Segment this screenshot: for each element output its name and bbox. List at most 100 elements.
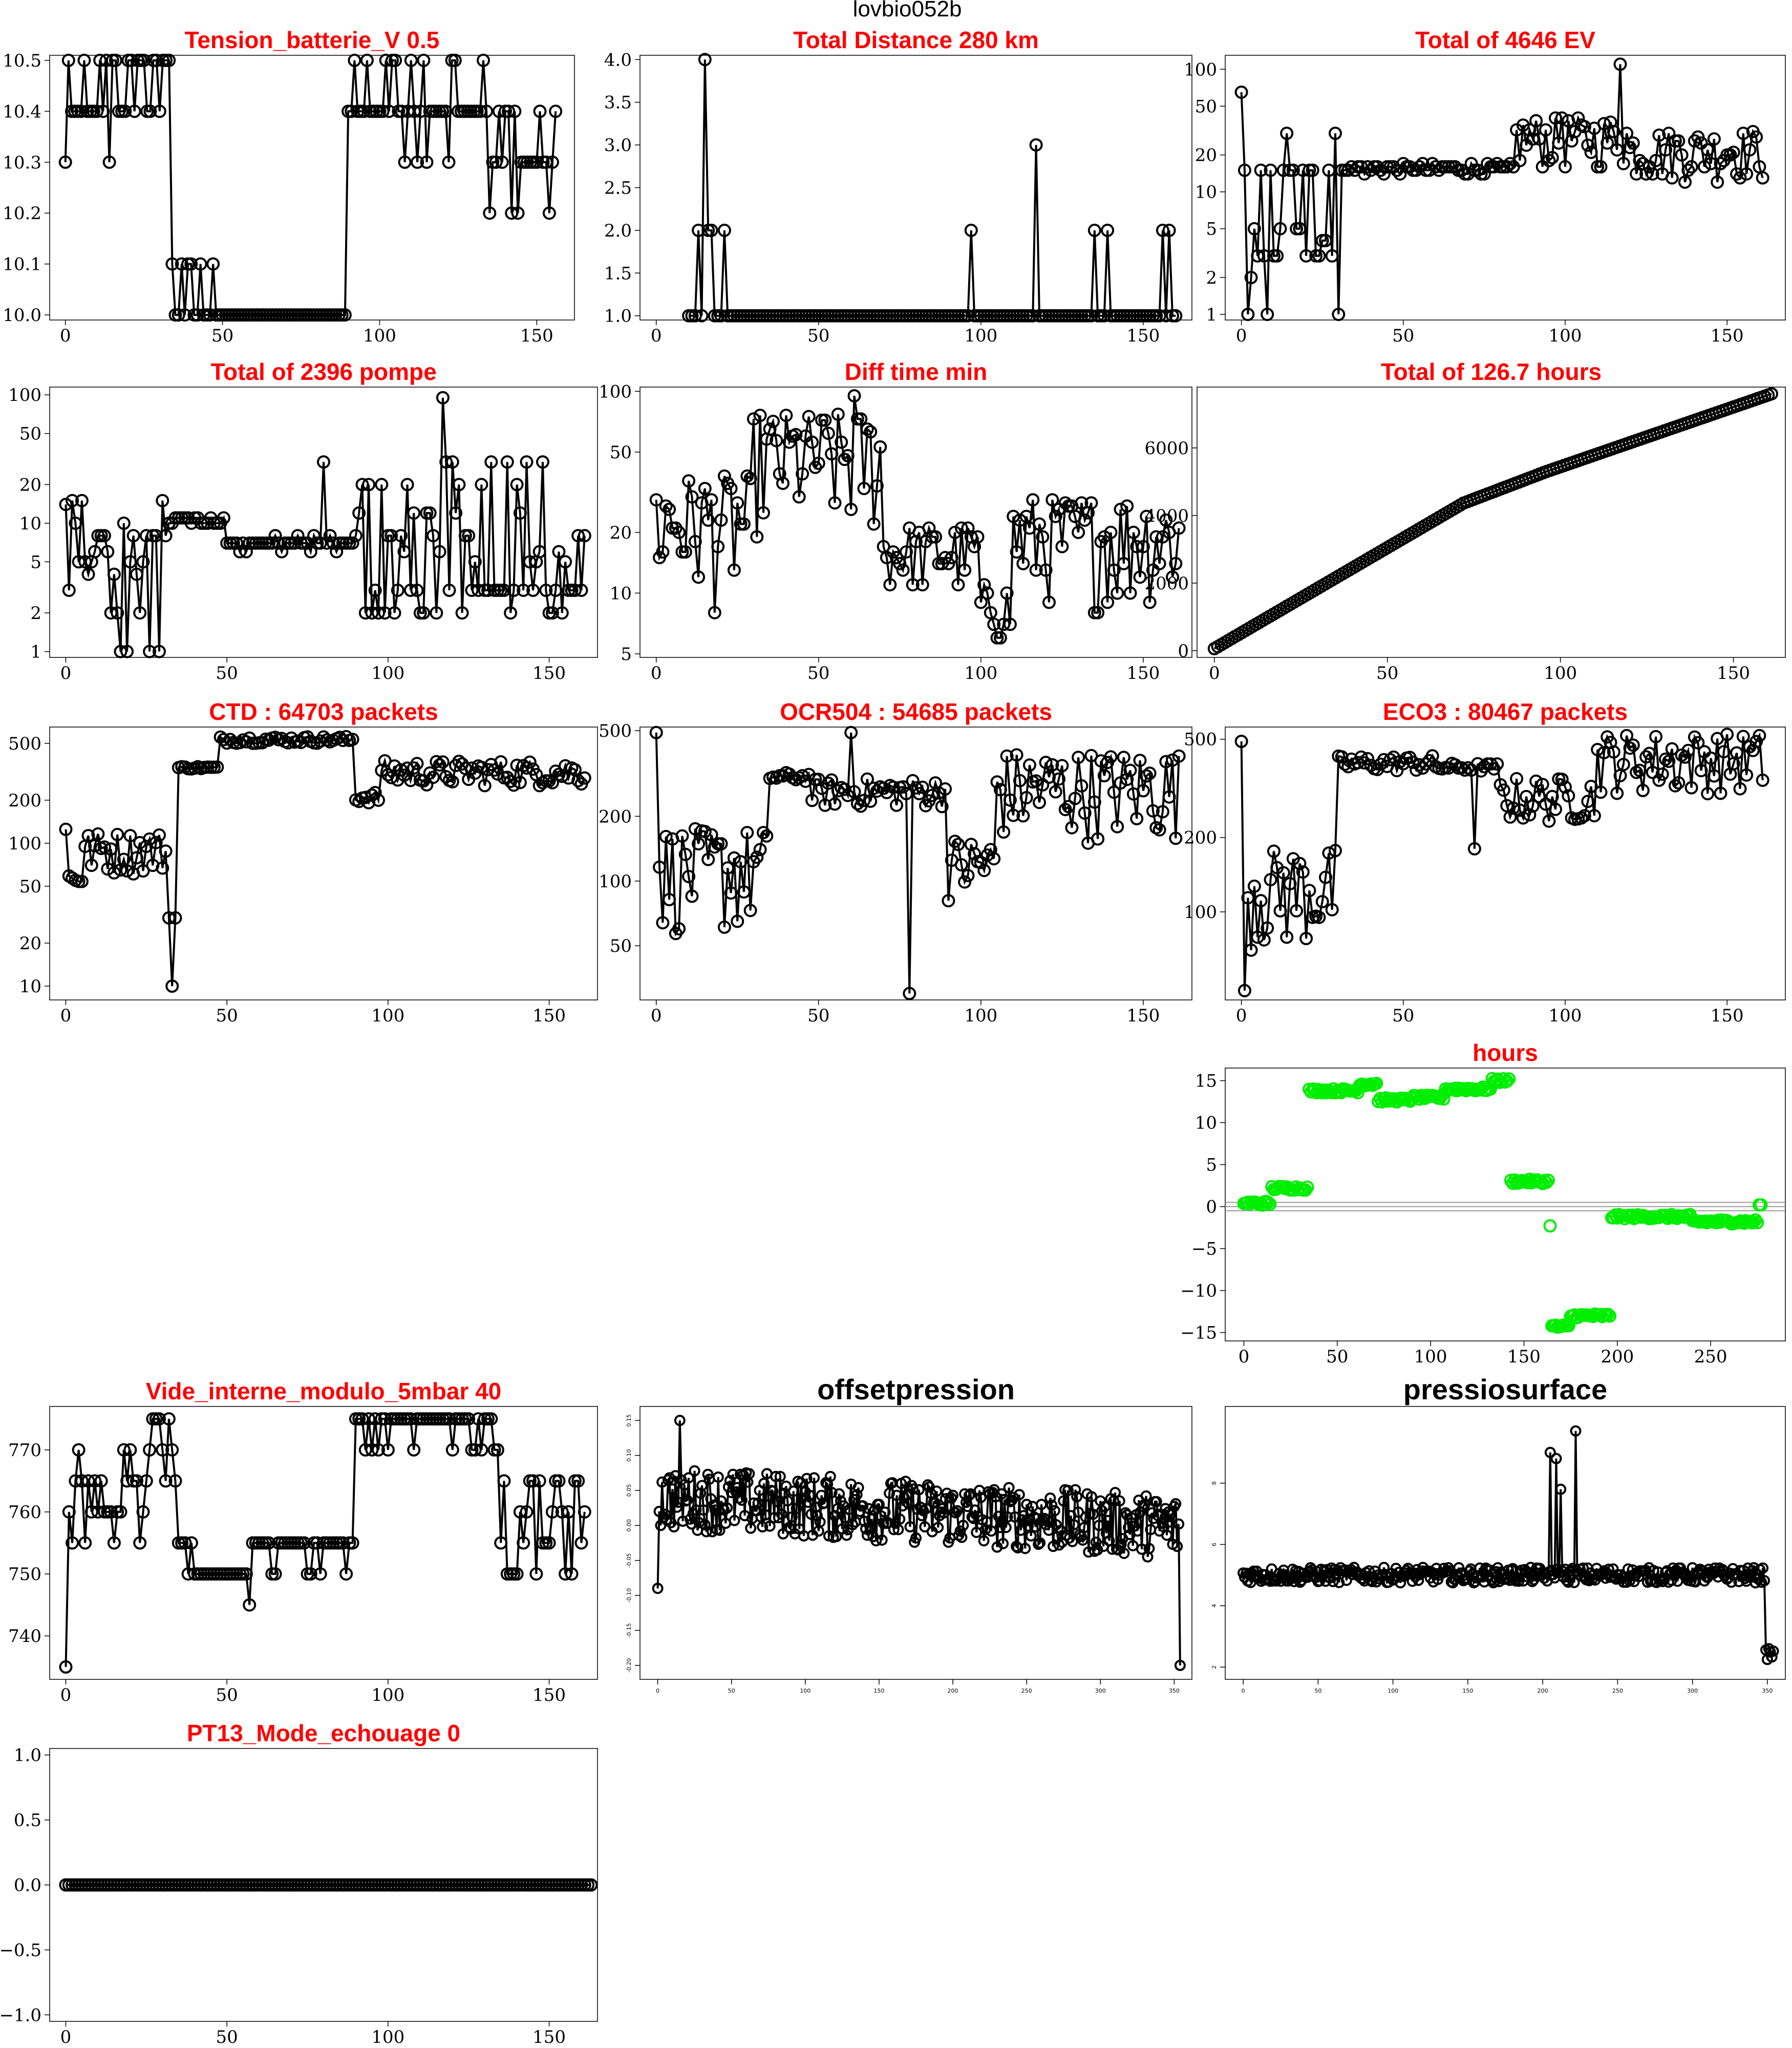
data-point [403, 1412, 417, 1426]
data-point [770, 434, 783, 447]
data-point [473, 104, 487, 118]
data-point [194, 257, 207, 271]
data-point [58, 155, 72, 169]
data-point [545, 1505, 559, 1519]
y-tick-label: −0.5 [0, 1940, 41, 1960]
data-point [1029, 774, 1043, 788]
data-point [1704, 157, 1718, 170]
data-point [1140, 1490, 1152, 1502]
data-point [388, 606, 401, 620]
data-point [542, 206, 556, 220]
data-point [78, 1536, 92, 1550]
data-point [1013, 513, 1027, 527]
data-point [368, 1412, 382, 1426]
data-point [1312, 910, 1326, 924]
data-point [948, 835, 962, 848]
data-point [75, 874, 89, 888]
data-point [1765, 387, 1778, 401]
data-point [539, 583, 553, 597]
data-point [1736, 730, 1750, 743]
data-point [1332, 308, 1346, 321]
data-point [355, 1412, 369, 1426]
data-point [883, 578, 897, 592]
data-point [1549, 802, 1562, 816]
data-point [1577, 120, 1591, 134]
data-point [717, 469, 731, 483]
data-point [1526, 799, 1540, 813]
data-point [1043, 1524, 1055, 1536]
data-point [162, 53, 176, 67]
data-point [652, 1583, 664, 1594]
data-point [1162, 223, 1176, 237]
data-point [439, 104, 453, 118]
data-point [1062, 1485, 1074, 1496]
data-point [1156, 805, 1169, 819]
data-point [578, 771, 591, 785]
data-point [994, 1522, 1006, 1533]
data-point [1529, 774, 1543, 788]
data-point [1750, 130, 1763, 144]
data-point [915, 780, 929, 794]
data-point [1114, 1495, 1125, 1507]
data-point [571, 1474, 585, 1488]
data-point [91, 1505, 105, 1519]
data-point [297, 1536, 311, 1550]
data-point [442, 1412, 456, 1426]
data-point [1633, 154, 1647, 167]
data-point [1068, 1519, 1080, 1530]
data-point [729, 1514, 740, 1526]
data-point [372, 1443, 385, 1457]
data-point [389, 53, 402, 67]
data-point [1013, 774, 1027, 787]
data-point [549, 583, 563, 597]
data-point [382, 104, 396, 118]
data-point [149, 836, 163, 849]
data-point [346, 733, 359, 746]
data-point [1513, 1575, 1525, 1587]
data-point [346, 536, 359, 550]
data-point [478, 779, 492, 793]
data-point [442, 583, 456, 597]
y-tick-label: 200 [8, 791, 41, 811]
data-point [1251, 249, 1265, 263]
y-tick-label: 10.4 [3, 101, 41, 122]
data-point [812, 456, 825, 470]
x-tick-label: 0 [1236, 326, 1247, 346]
data-point [336, 734, 350, 748]
data-point [987, 617, 1001, 631]
data-point [783, 1522, 795, 1533]
data-point [513, 506, 527, 520]
data-point [1526, 132, 1540, 146]
data-point [1610, 786, 1624, 800]
data-point [674, 1415, 686, 1426]
data-point [91, 827, 105, 841]
data-point [153, 1412, 166, 1426]
data-point [1406, 755, 1420, 769]
chart-title: PT13_Mode_echouage 0 [187, 1720, 460, 1746]
data-point [980, 586, 994, 600]
data-point [672, 922, 686, 935]
data-point [954, 1525, 966, 1537]
data-point [892, 1524, 904, 1535]
data-point [574, 1536, 588, 1550]
data-point [109, 53, 122, 67]
data-point [62, 1505, 76, 1519]
chart-title: pressiosurface [1403, 1373, 1607, 1405]
data-point [90, 104, 104, 118]
data-point [753, 843, 767, 857]
data-point [915, 578, 929, 592]
data-point [811, 1510, 823, 1522]
data-point [698, 482, 712, 496]
data-point [1244, 271, 1258, 284]
data-point [504, 606, 518, 620]
data-point [407, 506, 421, 520]
data-point [475, 478, 488, 492]
data-point [831, 408, 845, 421]
data-point [1061, 1529, 1072, 1541]
y-tick-label: 3.0 [604, 135, 632, 156]
data-point [945, 551, 958, 564]
data-point [1516, 811, 1530, 825]
data-point [1293, 222, 1307, 236]
data-point [1010, 545, 1023, 559]
